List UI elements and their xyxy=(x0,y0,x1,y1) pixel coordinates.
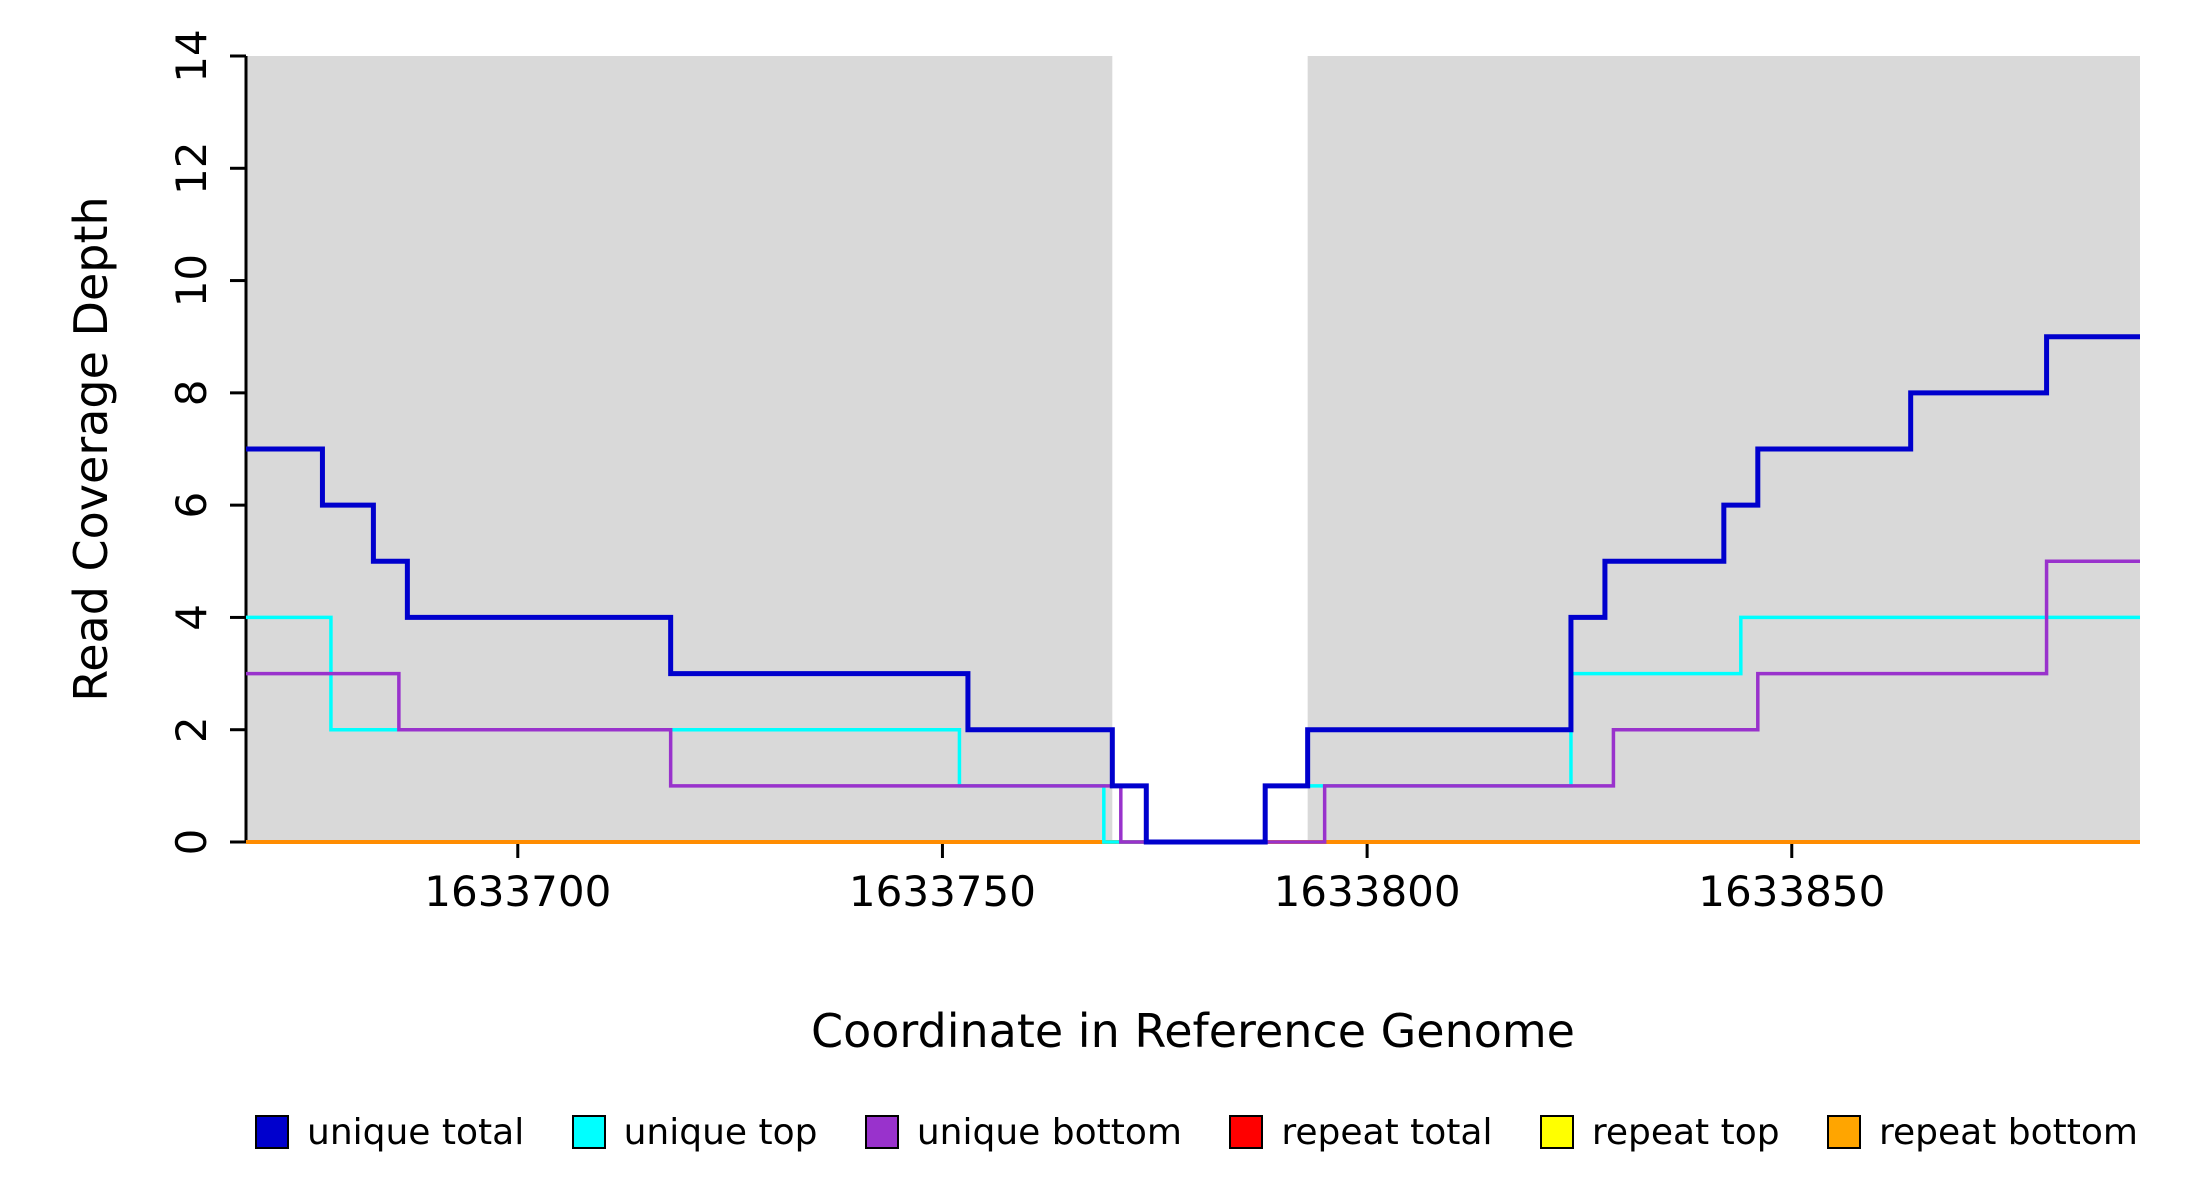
legend-label: repeat bottom xyxy=(1878,1111,2138,1153)
shaded-region xyxy=(1307,56,2140,842)
legend-swatch-unique-total xyxy=(255,1115,289,1149)
x-tick-label: 1633800 xyxy=(1274,867,1461,916)
legend: unique total unique top unique bottom repea… xyxy=(255,1100,2138,1164)
legend-item-repeat-top: repeat top xyxy=(1539,1111,1780,1153)
y-axis-title: Read Coverage Depth xyxy=(64,196,118,702)
x-tick-label: 1633700 xyxy=(424,867,611,916)
legend-swatch-repeat-bottom xyxy=(1826,1115,1861,1149)
legend-item-unique-top: unique top xyxy=(571,1111,818,1153)
legend-swatch-repeat-top xyxy=(1539,1115,1574,1149)
y-tick-label: 8 xyxy=(167,379,216,406)
legend-swatch-repeat-total xyxy=(1229,1115,1264,1149)
legend-label: repeat top xyxy=(1591,1111,1780,1153)
series-unique-bottom-line xyxy=(246,559,2140,844)
legend-item-unique-total: unique total xyxy=(255,1112,524,1153)
y-tick-label: 10 xyxy=(167,254,216,307)
legend-label: repeat total xyxy=(1281,1111,1493,1153)
y-tick-label: 4 xyxy=(167,604,216,631)
y-tick-label: 2 xyxy=(167,716,216,743)
legend-item-unique-bottom: unique bottom xyxy=(864,1111,1182,1153)
legend-item-repeat-bottom: repeat bottom xyxy=(1826,1111,2138,1153)
y-tick-label: 12 xyxy=(167,142,216,195)
legend-label: unique top xyxy=(623,1111,818,1153)
legend-swatch-unique-bottom xyxy=(864,1115,899,1149)
x-tick-label: 1633750 xyxy=(849,867,1036,916)
y-tick-label: 0 xyxy=(167,829,216,856)
legend-label: unique bottom xyxy=(916,1111,1182,1153)
series-unique-total-line xyxy=(246,334,2140,845)
y-tick-label: 6 xyxy=(167,492,216,519)
legend-label: unique total xyxy=(307,1111,525,1153)
chart-canvas: 0 2 4 6 8 10 12 14 1633700 1633750 1633800 1633850 xyxy=(167,29,2140,916)
y-tick-label: 14 xyxy=(167,29,216,82)
legend-swatch-unique-top xyxy=(571,1115,606,1149)
shaded-region xyxy=(246,56,1113,842)
x-axis-title: Coordinate in Reference Genome xyxy=(811,1004,1575,1058)
x-tick-label: 1633850 xyxy=(1698,867,1885,916)
legend-item-repeat-total: repeat total xyxy=(1229,1112,1492,1153)
